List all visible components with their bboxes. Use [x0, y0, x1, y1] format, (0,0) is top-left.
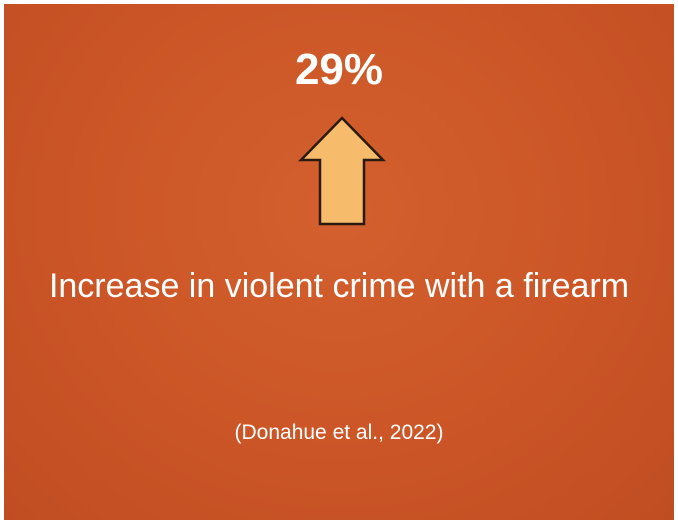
- citation: (Donahue et al., 2022): [234, 421, 444, 444]
- up-arrow-icon: [298, 116, 386, 226]
- stat-value: 29%: [294, 45, 384, 94]
- slide: 29% Increase in violent crime with a fir…: [4, 4, 674, 520]
- caption: Increase in violent crime with a firearm: [48, 267, 630, 305]
